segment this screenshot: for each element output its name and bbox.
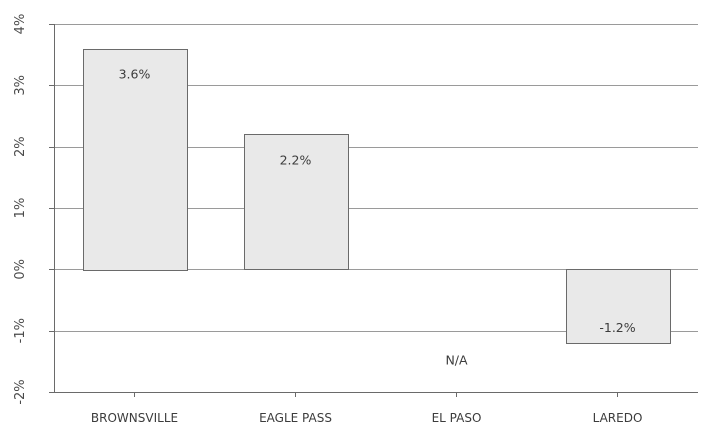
y-tick-label-2: 2% [13, 136, 28, 157]
data-label-0: 3.6% [119, 67, 151, 82]
bar-3 [566, 269, 671, 344]
y-tick-label-0: 4% [13, 14, 28, 35]
x-tick-label-1: EAGLE PASS [259, 411, 332, 425]
x-tick-label-3: LAREDO [593, 411, 643, 425]
y-tick-label-5: -1% [13, 318, 28, 343]
data-label-1: 2.2% [280, 152, 312, 167]
y-tick-label-4: 0% [13, 259, 28, 280]
labels: 3.6% BROWNSVILLE 2.2% EAGLE PASS N/A EL PASO -… [13, 14, 642, 425]
y-tick-label-1: 3% [13, 75, 28, 96]
bar-1 [244, 134, 349, 270]
data-label-3: -1.2% [599, 320, 635, 335]
y-tick-label-3: 1% [13, 198, 28, 219]
x-tick-label-0: BROWNSVILLE [91, 411, 178, 425]
y-tick-label-6: -2% [13, 379, 28, 404]
x-tick-label-2: EL PASO [432, 411, 482, 425]
bar-0 [83, 49, 188, 271]
data-label-2: N/A [445, 352, 468, 367]
bars [83, 49, 671, 344]
axes [49, 24, 698, 397]
